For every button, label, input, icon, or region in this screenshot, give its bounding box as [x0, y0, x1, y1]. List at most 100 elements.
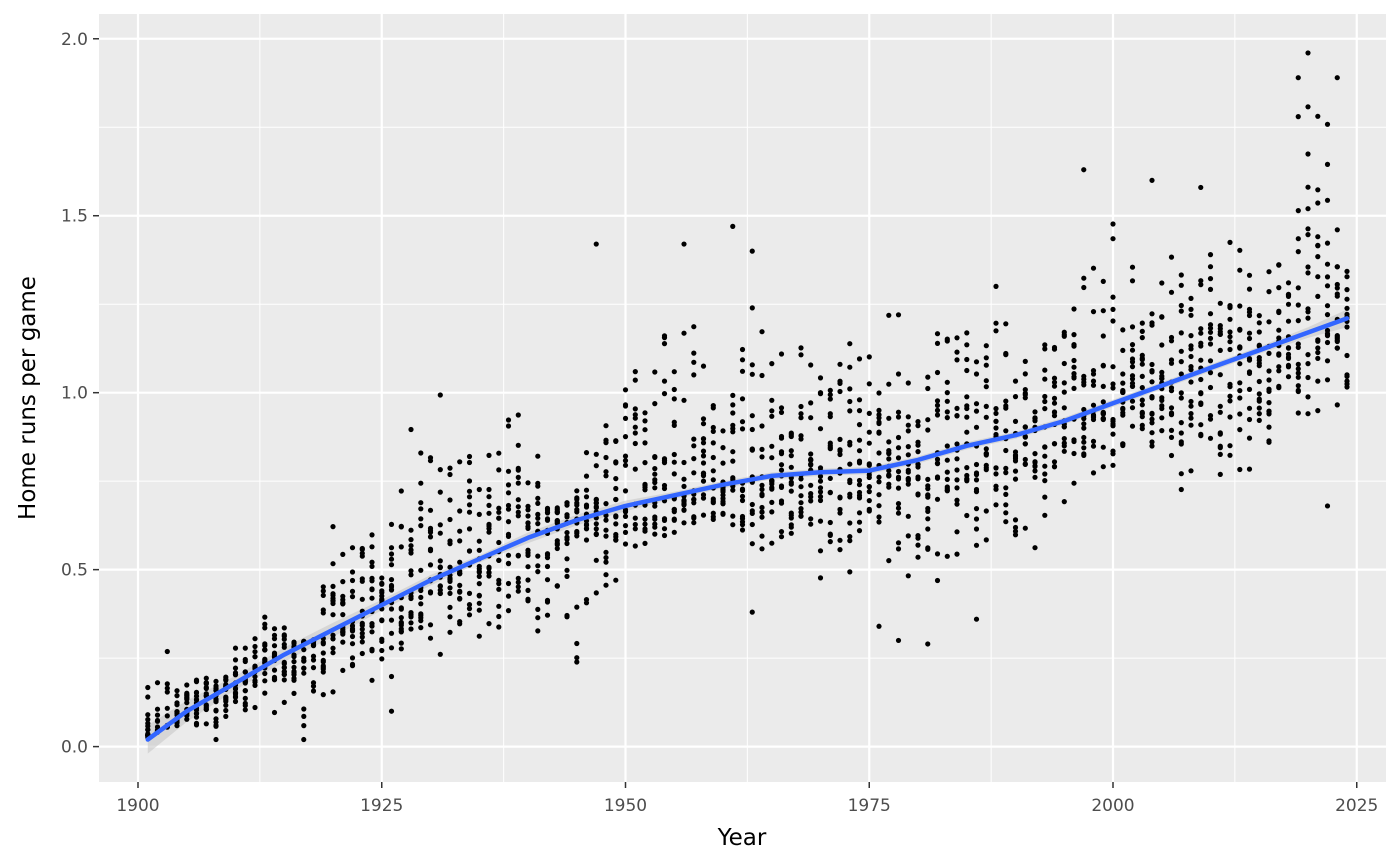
data-point: [603, 582, 609, 588]
data-point: [1003, 470, 1009, 476]
x-tick-label: 1900: [116, 796, 159, 816]
data-point: [1295, 410, 1301, 416]
data-point: [349, 655, 356, 661]
data-point: [1305, 361, 1311, 367]
data-point: [954, 357, 960, 363]
data-point: [827, 531, 833, 537]
data-point: [1178, 420, 1184, 426]
data-point: [262, 621, 268, 627]
data-point: [905, 414, 911, 420]
data-point: [1295, 236, 1301, 242]
data-point: [515, 553, 521, 559]
data-point: [1139, 414, 1145, 420]
data-point: [1285, 345, 1292, 351]
data-point: [164, 648, 170, 655]
data-point: [340, 593, 346, 599]
data-point: [895, 476, 902, 482]
data-point: [1090, 402, 1097, 408]
data-point: [613, 438, 619, 444]
data-point: [418, 500, 424, 506]
data-point: [193, 690, 200, 696]
data-point: [398, 646, 404, 652]
data-point: [661, 341, 668, 347]
data-point: [242, 669, 248, 675]
data-point: [437, 522, 443, 528]
data-point: [1266, 411, 1272, 417]
data-point: [1090, 443, 1097, 449]
data-point: [856, 460, 863, 466]
data-point: [1003, 350, 1009, 357]
data-point: [418, 506, 424, 512]
data-point: [1324, 274, 1331, 280]
data-point: [1042, 367, 1048, 373]
data-point: [320, 592, 326, 599]
data-point: [544, 612, 551, 618]
data-point: [710, 468, 716, 474]
data-point: [1217, 409, 1223, 415]
data-point: [964, 342, 970, 348]
data-point: [1022, 461, 1028, 467]
data-point: [652, 369, 658, 375]
data-point: [1315, 408, 1321, 414]
data-point: [808, 482, 814, 488]
data-point: [388, 556, 395, 562]
data-point: [769, 481, 775, 487]
data-point: [1237, 388, 1243, 394]
data-point: [603, 440, 609, 446]
data-point: [652, 477, 658, 483]
data-point: [1081, 382, 1087, 388]
data-point: [876, 429, 882, 435]
data-point: [515, 497, 521, 503]
data-point: [1315, 338, 1321, 344]
data-point: [281, 632, 287, 638]
data-point: [164, 705, 170, 711]
data-point: [720, 489, 726, 495]
data-point: [749, 521, 755, 528]
data-point: [652, 401, 658, 407]
data-point: [1071, 437, 1077, 443]
data-point: [544, 563, 551, 570]
data-point: [505, 482, 512, 488]
data-point: [1256, 329, 1262, 335]
data-point: [895, 485, 902, 491]
data-point: [1081, 373, 1087, 379]
data-point: [1295, 370, 1301, 376]
data-point: [1344, 305, 1350, 311]
data-point: [1100, 278, 1106, 284]
data-point: [174, 709, 180, 715]
data-point: [1042, 494, 1048, 500]
data-point: [203, 681, 209, 687]
data-point: [1227, 334, 1233, 340]
data-point: [691, 520, 697, 526]
data-point: [1042, 393, 1048, 400]
data-point: [1149, 361, 1155, 368]
data-point: [252, 663, 258, 670]
data-point: [788, 522, 794, 528]
data-point: [681, 498, 687, 504]
data-point: [496, 557, 502, 564]
data-point: [993, 465, 999, 471]
data-point: [301, 658, 307, 664]
data-point: [700, 416, 707, 422]
data-point: [1071, 306, 1077, 312]
data-point: [1003, 465, 1009, 471]
data-point: [291, 640, 297, 647]
data-point: [613, 521, 619, 527]
data-point: [827, 444, 833, 450]
data-point: [1110, 451, 1116, 457]
data-point: [749, 305, 755, 311]
data-point: [515, 513, 521, 519]
data-point: [905, 452, 911, 458]
data-point: [710, 405, 716, 411]
data-point: [973, 516, 980, 522]
data-point: [593, 241, 599, 247]
data-point: [759, 486, 765, 493]
data-point: [1237, 247, 1243, 253]
data-point: [203, 685, 209, 692]
data-point: [837, 361, 843, 367]
data-point: [535, 606, 541, 613]
data-point: [759, 454, 765, 460]
data-point: [769, 477, 775, 483]
data-point: [388, 630, 395, 636]
data-point: [642, 427, 648, 433]
